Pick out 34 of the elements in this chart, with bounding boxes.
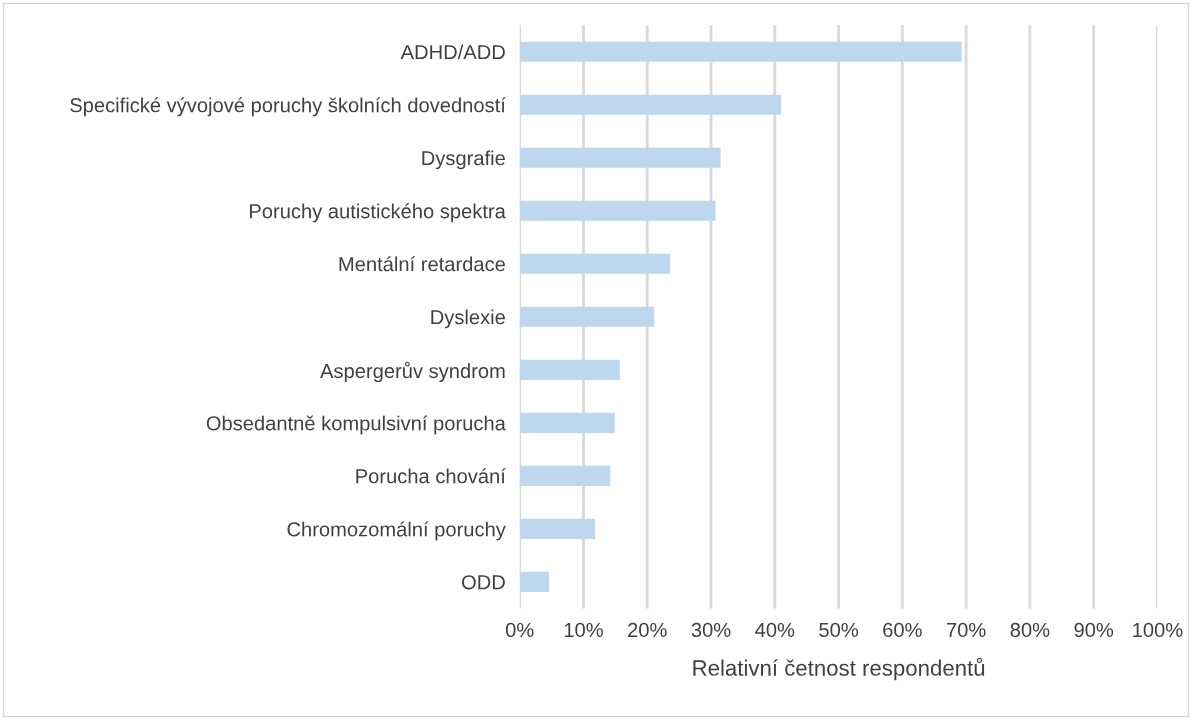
x-axis-title: Relativní četnost respondentů [693, 657, 985, 681]
y-tick-label: Obsedantně kompulsivní porucha [206, 415, 506, 435]
x-tick-label: 50% [819, 622, 859, 638]
bar [519, 147, 721, 168]
y-tick-label: Chromozomální poruchy [287, 521, 506, 541]
x-tick-label: 40% [755, 622, 795, 638]
y-tick-label: Dysgrafie [422, 150, 505, 170]
bar [519, 518, 595, 539]
bar [519, 412, 615, 433]
y-tick-label: Specifické vývojové poruchy školních dovedností [70, 97, 506, 117]
bar [519, 253, 671, 274]
x-tick-label: 20% [628, 622, 667, 638]
y-tick-label: Aspergerův syndrom [320, 361, 505, 383]
bar [519, 571, 550, 592]
y-tick-label: Poruchy autistického spektra [250, 203, 506, 223]
bar [519, 94, 782, 115]
y-tick-label: Porucha chování [356, 468, 506, 484]
bar [519, 306, 655, 327]
x-tick-label: 30% [691, 622, 731, 638]
y-tick-label: Dyslexie [431, 309, 505, 329]
x-tick-label: 0% [505, 622, 534, 638]
y-tick-label: ODD [462, 575, 505, 590]
bar [519, 359, 620, 380]
x-tick-label: 90% [1074, 622, 1114, 638]
x-tick-label: 80% [1010, 622, 1050, 638]
x-tick-label: 70% [947, 622, 986, 638]
bar [519, 200, 716, 221]
y-tick-label: ADHD/ADD [400, 44, 505, 60]
bar [519, 465, 611, 486]
x-tick-label: 60% [883, 622, 922, 638]
y-tick-label: Mentální retardace [339, 256, 505, 272]
x-tick-label: 10% [564, 622, 603, 638]
x-tick-label: 100% [1133, 622, 1183, 638]
bar [519, 41, 962, 62]
